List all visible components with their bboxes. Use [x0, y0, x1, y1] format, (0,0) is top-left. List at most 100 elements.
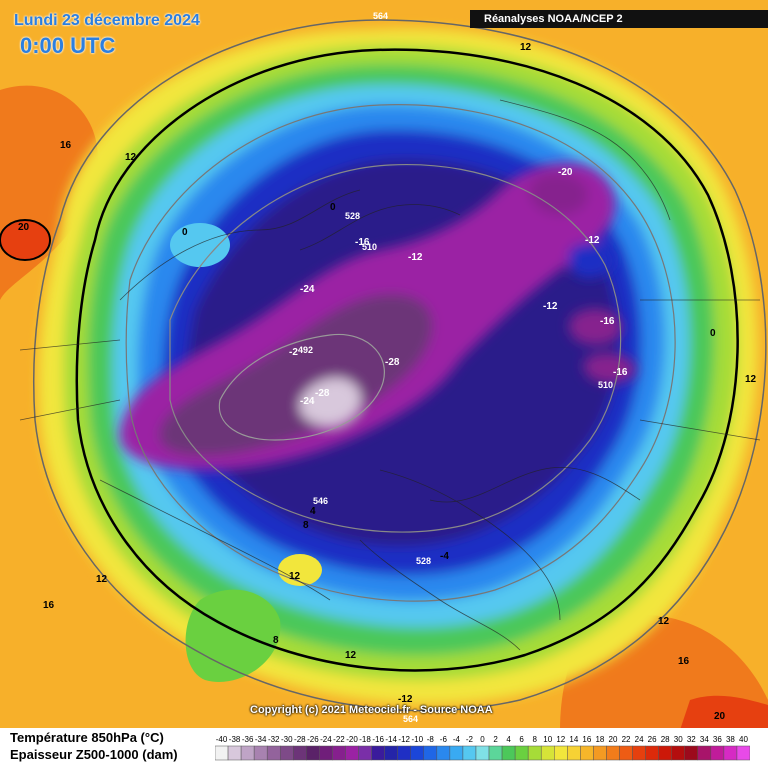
colorbar-tick-label: -14: [385, 735, 397, 744]
colorbar-tick-label: 18: [595, 735, 604, 744]
colorbar-swatch: [397, 745, 411, 761]
thickness-contour-492: [218, 333, 385, 441]
temp-label: -28: [385, 357, 400, 368]
colorbar-tick-label: 2: [493, 735, 498, 744]
colorbar-swatch: [240, 745, 255, 761]
temp-label: -16: [600, 316, 615, 327]
temp-label: 8: [273, 635, 279, 646]
colorbar-tick-label: 26: [648, 735, 657, 744]
colorbar-swatch: [462, 745, 477, 761]
temp-label: -28: [315, 388, 330, 399]
colorbar-swatch: [384, 745, 398, 761]
temp-label: -4: [440, 551, 449, 562]
colorbar-swatch: [684, 745, 699, 761]
colorbar-tick-label: -18: [359, 735, 371, 744]
colorbar-swatch: [358, 745, 372, 761]
colorbar-swatch: [293, 745, 307, 761]
colorbar-swatch: [227, 745, 242, 761]
colorbar-swatch: [410, 745, 425, 761]
legend-title-thickness: Epaisseur Z500-1000 (dam): [10, 747, 178, 762]
colorbar-tick-label: 40: [739, 735, 748, 744]
cold-pocket-west: [170, 223, 230, 267]
colorbar-swatch: [736, 745, 750, 761]
colorbar-tick-label: -28: [294, 735, 306, 744]
colorbar-swatch: [215, 745, 229, 761]
temp-label: 8: [303, 520, 309, 531]
colorbar-tick-label: -38: [229, 735, 241, 744]
colorbar-swatch: [332, 745, 346, 761]
colorbar-tick-label: 16: [582, 735, 591, 744]
colorbar-swatch: [306, 745, 320, 761]
temp-label: -24: [300, 396, 315, 407]
colorbar-swatch: [540, 745, 555, 761]
colorbar-swatch: [723, 745, 738, 761]
colorbar-swatch: [645, 745, 659, 761]
temp-label: -24: [300, 284, 315, 295]
thickness-label: 528: [416, 556, 431, 566]
colorbar-tick-label: 24: [635, 735, 644, 744]
copyright-notice: Copyright (c) 2021 Meteociel.fr - Source…: [250, 704, 493, 716]
temp-label: 12: [345, 650, 357, 661]
colorbar-tick-label: 30: [674, 735, 683, 744]
thickness-contour-528: [125, 104, 676, 602]
temp-label: -12: [585, 235, 600, 246]
map-time: 0:00 UTC: [20, 33, 116, 58]
map-date: Lundi 23 décembre 2024: [14, 12, 200, 29]
temp-label: -12: [543, 301, 558, 312]
temp-label: 4: [310, 506, 316, 517]
legend-title-temperature: Température 850hPa (°C): [10, 730, 164, 745]
temp-label: -16: [613, 367, 628, 378]
colorbar-tick-label: -8: [427, 735, 435, 744]
temp-label: 0: [710, 328, 716, 339]
temp-label: 16: [678, 656, 690, 667]
source-banner: Réanalyses NOAA/NCEP 2: [470, 10, 768, 28]
colorbar-tick-label: -22: [333, 735, 345, 744]
thickness-label: 492: [298, 345, 313, 355]
colorbar-tick-label: 14: [569, 735, 578, 744]
thickness-contour-564: [33, 19, 767, 712]
colorbar-swatch: [632, 745, 646, 761]
temp-label: 16: [60, 140, 72, 151]
temp-label: -2: [289, 347, 298, 358]
colorbar-swatch: [593, 745, 607, 761]
colorbar-swatch: [475, 745, 490, 761]
temp-label: 0: [330, 202, 336, 213]
colorbar-tick-label: 34: [700, 735, 709, 744]
colorbar-swatch: [319, 745, 333, 761]
temperature-labels: 16 12 20 0 0 -16 -12 -24 -20 -12 -12 -16…: [18, 42, 757, 722]
temp-label: 12: [96, 574, 108, 585]
cold-core: [119, 162, 636, 471]
colorbar-swatch: [266, 745, 281, 761]
temp-label: 12: [745, 374, 757, 385]
thickness-labels: 564 528 510 492 510 546 528 564: [298, 11, 613, 724]
colorbar-tick-label: -26: [307, 735, 319, 744]
colorbar-tick-label: -12: [398, 735, 410, 744]
colorbar-tick-label: -24: [320, 735, 332, 744]
colorbar-tick-label: -2: [466, 735, 474, 744]
colorbar-swatch: [371, 745, 385, 761]
temp-label: 0: [182, 227, 188, 238]
thickness-contour-510: [169, 163, 622, 533]
colorbar-tick-label: 12: [556, 735, 565, 744]
hot-patch-southeast: [680, 695, 768, 730]
temp-label: 16: [43, 600, 55, 611]
colorbar-swatch: [658, 745, 672, 761]
colorbar-swatch: [697, 745, 712, 761]
colorbar-tick-label: 6: [519, 735, 524, 744]
colorbar-swatch: [423, 745, 438, 761]
colorbar-swatch: [514, 745, 529, 761]
colorbar-swatch: [580, 745, 594, 761]
temp-label: 20: [714, 711, 726, 722]
colorbar-tick-label: 10: [543, 735, 552, 744]
colorbar-tick-label: 8: [532, 735, 537, 744]
thickness-label: 510: [598, 380, 613, 390]
coastlines: [19, 99, 761, 651]
thickness-label: 546: [313, 496, 328, 506]
colorbar-swatch: [279, 745, 294, 761]
weather-map: 16 12 20 0 0 -16 -12 -24 -20 -12 -12 -16…: [0, 11, 768, 730]
temp-label: -20: [558, 167, 573, 178]
colorbar-tick-label: -16: [372, 735, 384, 744]
colorbar-tick-label: 20: [609, 735, 618, 744]
colorbar-swatch: [436, 745, 451, 761]
colorbar-tick-label: 32: [687, 735, 696, 744]
